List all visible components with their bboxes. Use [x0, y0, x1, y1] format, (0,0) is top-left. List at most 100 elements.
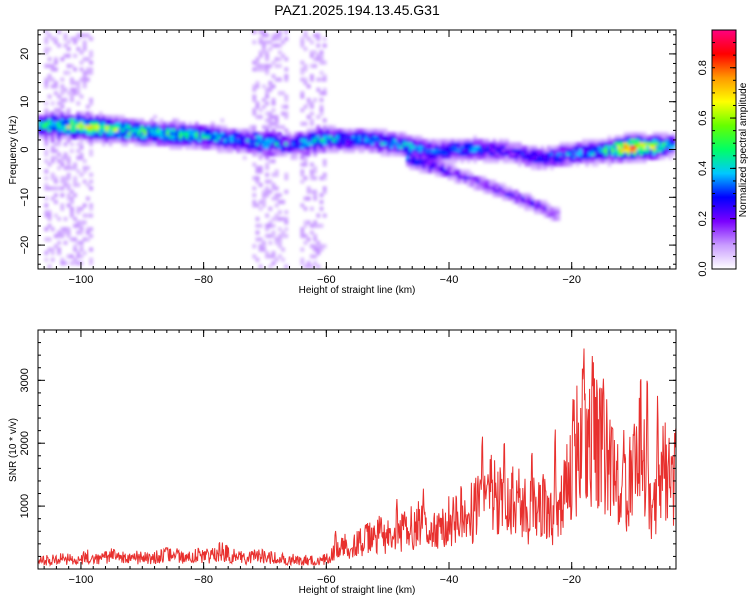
spectrogram-cell [47, 33, 52, 38]
spectrogram-cell [668, 142, 673, 147]
spectrogram-cell [546, 155, 551, 160]
spectrogram-cell [82, 40, 87, 45]
spectrogram-cell [137, 121, 141, 126]
spectrogram-cell [66, 186, 71, 191]
spectrogram-cell [473, 142, 477, 147]
spectrogram-cell [668, 145, 673, 150]
spectrogram-cell [607, 159, 612, 164]
x-tick-label: −20 [562, 274, 581, 286]
spectrogram-cell [303, 142, 308, 147]
spectrogram-cell [262, 135, 266, 140]
spectrogram-cell [543, 159, 548, 164]
spectrogram-cell [393, 149, 397, 153]
spectrogram-cell [300, 149, 305, 153]
spectrogram-cell [162, 138, 167, 143]
spectrogram-cell [220, 145, 225, 150]
spectrogram-cell [284, 57, 289, 62]
spectrogram-cell [44, 237, 49, 242]
spectrogram-cell [399, 138, 404, 143]
spectrogram-cell [316, 213, 321, 218]
spectrogram-cell [105, 125, 109, 130]
spectrogram-cell [502, 183, 506, 187]
spectrogram-cell [66, 47, 71, 51]
spectrogram-cell [559, 152, 564, 157]
spectrogram-cell [262, 152, 266, 157]
spectrogram-cell [425, 142, 429, 147]
spectrogram-cell [326, 149, 330, 153]
spectrogram-cell [82, 118, 87, 123]
spectrogram-cell [326, 125, 330, 130]
spectrogram-cell [303, 104, 308, 109]
spectrogram-y-label: Frequency (Hz) [8, 116, 19, 185]
spectrogram-cell [649, 145, 653, 150]
spectrogram-cell [313, 128, 317, 133]
spectrogram-cell [364, 138, 369, 143]
spectrogram-cell [255, 169, 260, 174]
spectrogram-cell [210, 125, 215, 130]
spectrogram-cell [76, 47, 81, 51]
spectrogram-cell [511, 159, 516, 164]
spectrogram-cell [41, 121, 45, 126]
spectrogram-cell [319, 132, 324, 136]
spectrogram-cell [274, 172, 279, 177]
spectrogram-cell [258, 142, 263, 147]
spectrogram-cell [262, 240, 266, 245]
spectrogram-cell [377, 128, 381, 133]
spectrogram-cell [550, 159, 554, 164]
spectrogram-cell [130, 121, 135, 126]
spectrogram-cell [60, 257, 65, 262]
spectrogram-cell [79, 244, 84, 249]
spectrogram-cell [409, 145, 413, 150]
spectrogram-cell [44, 64, 49, 68]
spectrogram-cell [146, 128, 151, 133]
spectrogram-cell [505, 186, 509, 191]
spectrogram-cell [73, 91, 77, 96]
spectrogram-cell [47, 210, 52, 215]
spectrogram-cell [553, 210, 557, 215]
spectrogram-cell [300, 60, 305, 65]
spectrogram-cell [313, 149, 317, 153]
spectrogram-cell [655, 145, 660, 150]
spectrogram-cell [434, 145, 439, 150]
spectrogram-cell [191, 128, 196, 133]
spectrogram-cell [255, 230, 260, 235]
spectrogram-cell [386, 142, 391, 147]
spectrogram-cell [185, 128, 189, 133]
spectrogram-cell [217, 125, 221, 130]
spectrogram-cell [319, 176, 324, 181]
spectrogram-cell [175, 118, 180, 123]
spectrogram-cell [217, 128, 221, 133]
spectrogram-cell [82, 169, 87, 174]
spectrogram-cell [617, 155, 621, 160]
spectrogram-cell [617, 149, 621, 153]
spectrogram-cell [284, 217, 289, 221]
spectrogram-cell [284, 145, 289, 150]
spectrogram-cell [367, 135, 372, 140]
spectrogram-cell [537, 162, 541, 167]
spectrogram-cell [44, 132, 49, 136]
spectrogram-cell [89, 206, 93, 211]
spectrogram-cell [556, 145, 561, 150]
spectrogram-cell [470, 138, 474, 143]
spectrogram-cell [412, 142, 417, 147]
spectrogram-cell [322, 186, 327, 191]
spectrogram-cell [572, 155, 577, 160]
spectrogram-cell [502, 145, 506, 150]
spectrogram-cell [284, 104, 289, 109]
spectrogram-cell [274, 240, 279, 245]
spectrogram-cell [441, 149, 445, 153]
spectrogram-cell [60, 98, 65, 102]
spectrogram-cell [540, 155, 545, 160]
spectrogram-cell [601, 155, 605, 160]
spectrogram-cell [313, 223, 317, 228]
spectrogram-cell [655, 138, 660, 143]
spectrogram-cell [182, 138, 186, 143]
spectrogram-cell [73, 237, 77, 242]
spectrogram-cell [303, 138, 308, 143]
spectrogram-cell [303, 33, 308, 38]
spectrogram-cell [252, 193, 257, 198]
spectrogram-cell [281, 53, 285, 58]
spectrogram-cell [540, 203, 545, 208]
y-tick-label: 0 [19, 146, 31, 152]
spectrogram-cell [322, 189, 327, 194]
